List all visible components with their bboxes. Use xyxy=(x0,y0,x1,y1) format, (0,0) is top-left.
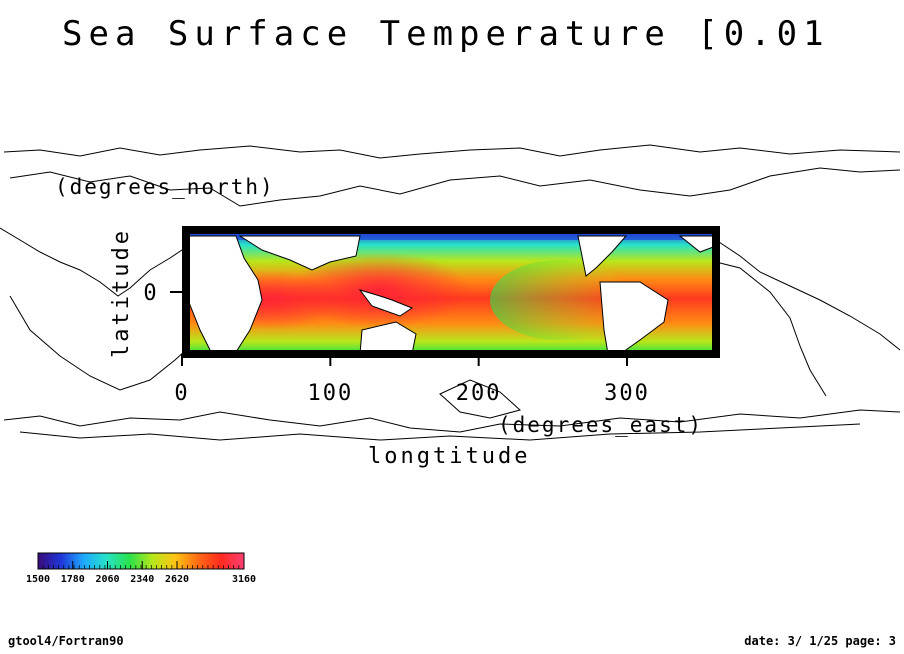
x-tick-label: 0 xyxy=(174,381,189,406)
land-maritime-continent xyxy=(358,289,414,317)
coastline-south-africa xyxy=(9,295,187,391)
x-axis-unit: (degrees_east) xyxy=(498,413,703,437)
land-asia xyxy=(238,235,361,271)
land-africa xyxy=(186,235,263,354)
coastline-australia xyxy=(439,379,522,419)
world-coastlines xyxy=(0,144,901,441)
y-axis-unit: (degrees_north) xyxy=(55,175,275,199)
x-tick-label: 200 xyxy=(456,381,502,406)
coastline-antarctica-2 xyxy=(19,423,861,441)
coastline-antarctica xyxy=(3,409,901,433)
footer-date-page: date: 3/ 1/25 page: 3 xyxy=(744,634,896,648)
chart-title: Sea Surface Temperature [0.01 xyxy=(62,14,830,54)
coastline-americas xyxy=(0,227,183,297)
sst-east-pacific-cold xyxy=(490,260,630,340)
land-south-america xyxy=(599,281,669,354)
colorbar-tick-label: 1780 xyxy=(61,574,85,585)
plot-frame xyxy=(182,226,720,358)
colorbar-tick-label: 2060 xyxy=(95,574,119,585)
footer-software: gtool4/Fortran90 xyxy=(8,634,124,648)
colorbar-tick-label: 2340 xyxy=(130,574,154,585)
coastline-americas-east xyxy=(715,239,901,351)
coastline-north-2 xyxy=(9,167,901,207)
x-axis-label: longtitude xyxy=(368,444,530,469)
colorbar-tick-label: 2620 xyxy=(165,574,189,585)
y-axis-label: latitude xyxy=(109,228,134,358)
land-central-america xyxy=(577,235,628,277)
colorbar: 1500 1780 2060 2340 2620 3160 xyxy=(26,552,256,585)
y-axis: 0 xyxy=(143,281,182,306)
x-axis: 0 100 200 300 xyxy=(174,354,650,406)
y-tick-label: 0 xyxy=(143,281,156,306)
colorbar-tick-label: 1500 xyxy=(26,574,50,585)
coastline-north xyxy=(3,144,901,159)
coastline-africa-east xyxy=(715,261,827,397)
colorbar-ticks: 1500 1780 2060 2340 2620 3160 xyxy=(26,561,256,585)
sst-heatmap xyxy=(186,230,716,354)
x-tick-label: 100 xyxy=(307,381,353,406)
colorbar-tick-label: 3160 xyxy=(232,574,256,585)
land-north-america-east xyxy=(678,235,716,253)
x-tick-label: 300 xyxy=(604,381,650,406)
sst-north-cold-band xyxy=(186,230,716,240)
